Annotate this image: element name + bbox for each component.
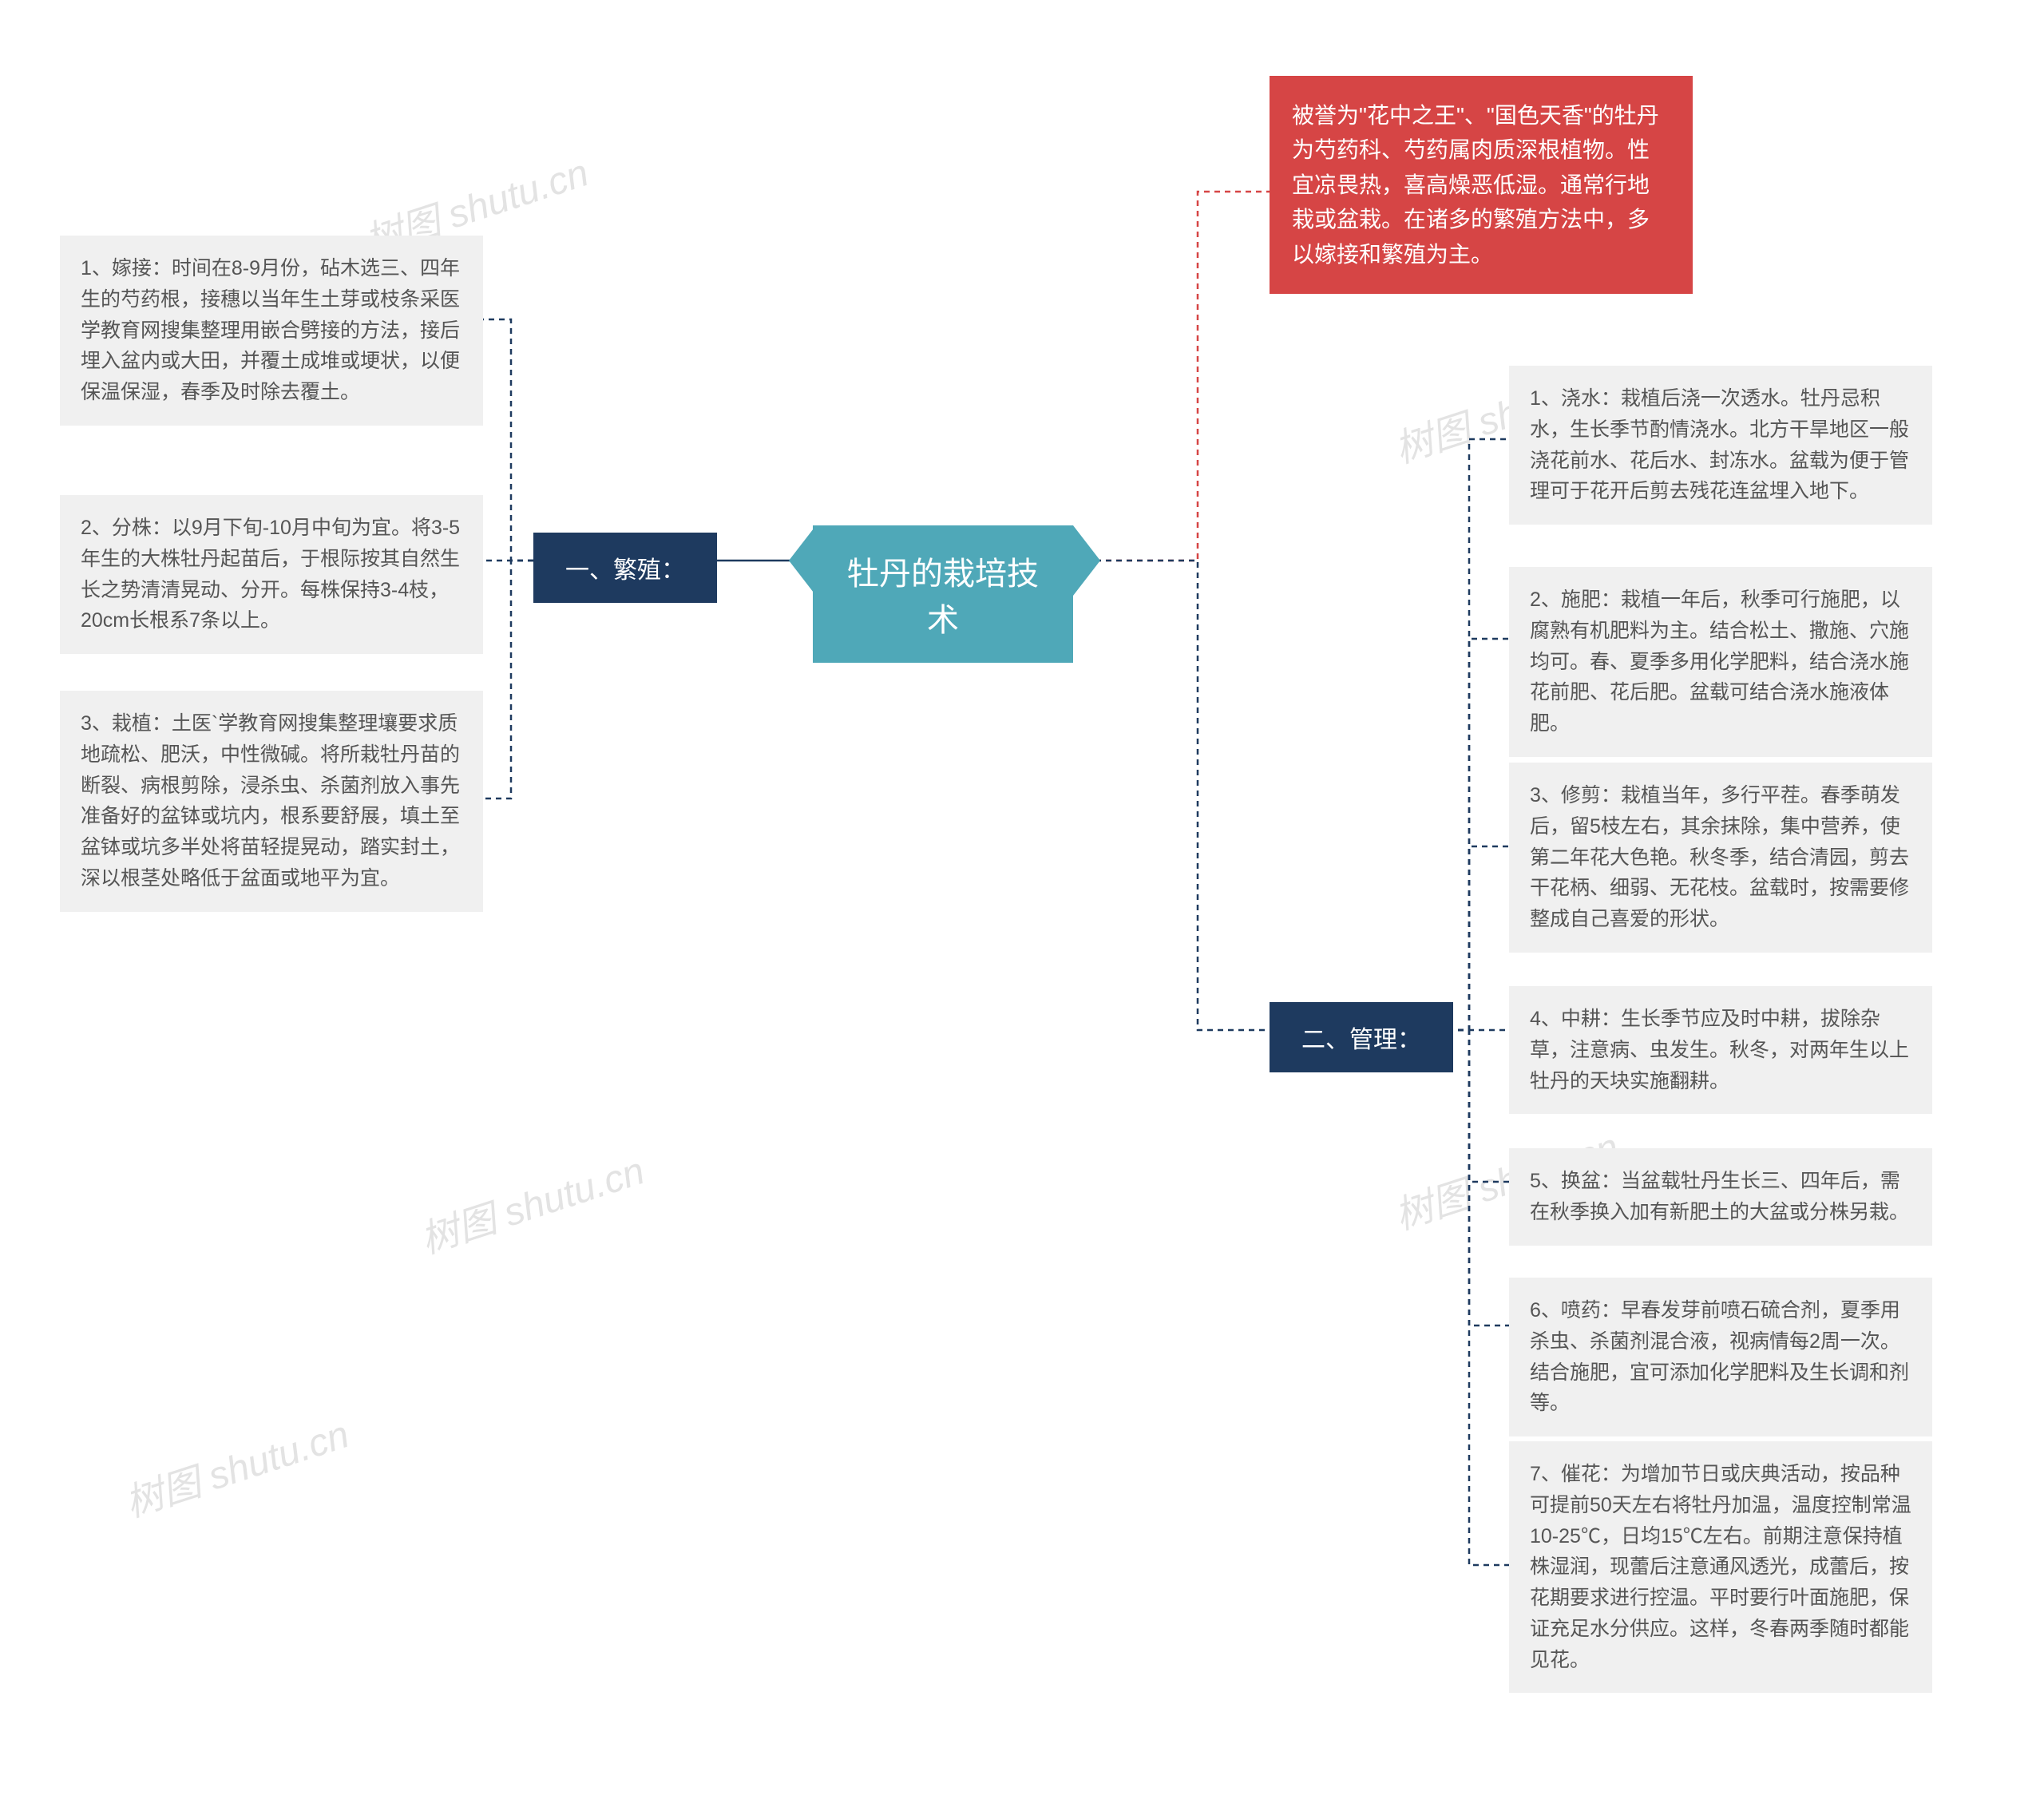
leaf-left-3: 3、栽植：土医`学教育网搜集整理壤要求质地疏松、肥沃，中性微碱。将所栽牡丹苗的断… [60,691,483,912]
leaf-text: 5、换盆：当盆载牡丹生长三、四年后，需在秋季换入加有新肥土的大盆或分株另栽。 [1530,1170,1909,1223]
watermark: 树图 shutu.cn [412,1139,650,1264]
watermark: 树图 shutu.cn [117,1403,355,1528]
leaf-right-6: 6、喷药：早春发芽前喷石硫合剂，夏季用杀虫、杀菌剂混合液，视病情每2周一次。结合… [1509,1278,1932,1436]
leaf-text: 6、喷药：早春发芽前喷石硫合剂，夏季用杀虫、杀菌剂混合液，视病情每2周一次。结合… [1530,1299,1909,1414]
leaf-text: 7、催花：为增加节日或庆典活动，按品种可提前50天左右将牡丹加温，温度控制常温1… [1530,1463,1911,1671]
info-node: 被誉为"花中之王"、"国色天香"的牡丹为芍药科、芍药属肉质深根植物。性宜凉畏热，… [1270,76,1693,294]
leaf-right-3: 3、修剪：栽植当年，多行平茬。春季萌发后，留5枝左右，其余抹除，集中营养，使第二… [1509,763,1932,953]
info-text: 被誉为"花中之王"、"国色天香"的牡丹为芍药科、芍药属肉质深根植物。性宜凉畏热，… [1292,103,1659,267]
leaf-text: 2、施肥：栽植一年后，秋季可行施肥，以腐熟有机肥料为主。结合松土、撒施、穴施均可… [1530,588,1909,735]
leaf-text: 3、修剪：栽植当年，多行平茬。春季萌发后，留5枝左右，其余抹除，集中营养，使第二… [1530,784,1909,930]
branch-right-label: 二、管理： [1301,1027,1421,1053]
leaf-right-1: 1、浇水：栽植后浇一次透水。牡丹忌积水，生长季节酌情浇水。北方干旱地区一般浇花前… [1509,366,1932,525]
leaf-right-5: 5、换盆：当盆载牡丹生长三、四年后，需在秋季换入加有新肥土的大盆或分株另栽。 [1509,1148,1932,1246]
leaf-text: 4、中耕：生长季节应及时中耕，拔除杂草，注意病、虫发生。秋冬，对两年生以上牡丹的… [1530,1008,1909,1092]
branch-left-label: 一、繁殖： [565,557,685,584]
root-label: 牡丹的栽培技术 [847,557,1039,638]
branch-right: 二、管理： [1270,1002,1453,1072]
leaf-left-2: 2、分株：以9月下旬-10月中旬为宜。将3-5年生的大株牡丹起苗后，于根际按其自… [60,495,483,654]
leaf-right-2: 2、施肥：栽植一年后，秋季可行施肥，以腐熟有机肥料为主。结合松土、撒施、穴施均可… [1509,567,1932,757]
leaf-text: 1、嫁接：时间在8-9月份，砧木选三、四年生的芍药根，接穗以当年生土芽或枝条采医… [81,257,460,403]
branch-left: 一、繁殖： [533,533,717,603]
root-hex-left [789,525,816,596]
root-node: 牡丹的栽培技术 [813,525,1073,663]
leaf-text: 2、分株：以9月下旬-10月中旬为宜。将3-5年生的大株牡丹起苗后，于根际按其自… [81,517,460,632]
root-hex-right [1073,525,1100,596]
leaf-text: 3、栽植：土医`学教育网搜集整理壤要求质地疏松、肥沃，中性微碱。将所栽牡丹苗的断… [81,712,460,890]
leaf-left-1: 1、嫁接：时间在8-9月份，砧木选三、四年生的芍药根，接穗以当年生土芽或枝条采医… [60,236,483,426]
leaf-right-7: 7、催花：为增加节日或庆典活动，按品种可提前50天左右将牡丹加温，温度控制常温1… [1509,1441,1932,1693]
mindmap-canvas: 树图 shutu.cn 树图 shutu.cn 树图 shutu.cn 树图 s… [0,0,2044,1803]
leaf-right-4: 4、中耕：生长季节应及时中耕，拔除杂草，注意病、虫发生。秋冬，对两年生以上牡丹的… [1509,986,1932,1114]
leaf-text: 1、浇水：栽植后浇一次透水。牡丹忌积水，生长季节酌情浇水。北方干旱地区一般浇花前… [1530,387,1909,502]
